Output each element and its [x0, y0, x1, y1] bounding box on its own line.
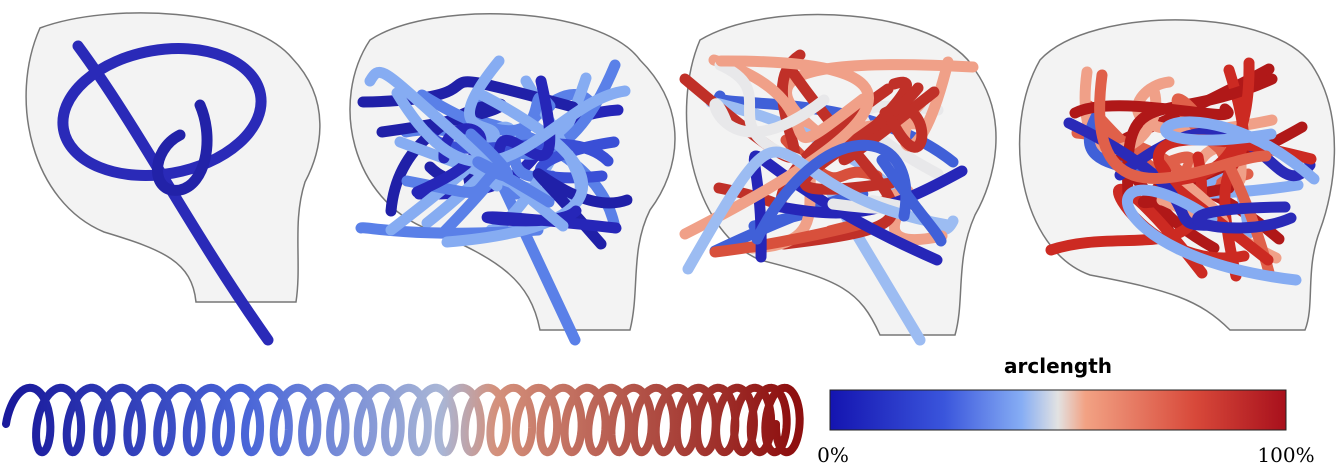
figure: arclength 0% 100% — [0, 0, 1343, 473]
colorbar-min-label: 0% — [817, 443, 849, 467]
colorbar: arclength 0% 100% — [817, 354, 1314, 467]
colorbar-max-label: 100% — [1257, 443, 1314, 467]
tangle-panels — [350, 14, 1334, 340]
brain-surface — [26, 13, 320, 302]
colorbar-title: arclength — [1004, 354, 1112, 378]
helix-curve — [6, 388, 800, 452]
colorbar-gradient — [830, 390, 1286, 430]
panel-1 — [26, 13, 320, 340]
